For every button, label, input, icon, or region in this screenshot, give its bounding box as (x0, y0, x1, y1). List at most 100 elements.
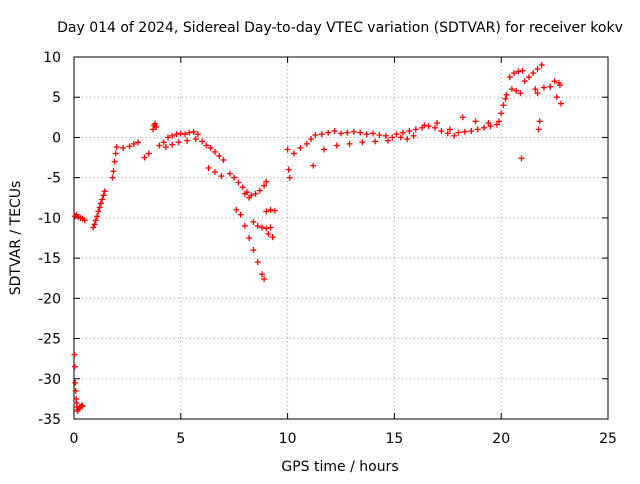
data-point (145, 150, 152, 157)
data-point (226, 170, 233, 177)
data-point (344, 129, 351, 136)
data-point (130, 140, 137, 147)
data-point (182, 131, 189, 138)
data-point (216, 152, 223, 159)
plot-area-frame (73, 56, 609, 420)
data-point (233, 206, 240, 213)
data-point (556, 82, 563, 89)
data-point (530, 70, 537, 77)
data-point (207, 144, 214, 151)
y-tick-label: -35 (38, 412, 61, 428)
data-point (535, 126, 542, 133)
data-point (325, 129, 332, 136)
data-point (558, 100, 565, 107)
data-point (370, 130, 377, 137)
data-point (389, 134, 396, 141)
data-point (199, 138, 206, 145)
data-point (461, 128, 468, 135)
data-point (79, 403, 86, 410)
data-point (485, 119, 492, 126)
y-tick-label: 0 (52, 130, 61, 146)
data-point (235, 179, 242, 186)
data-point (431, 124, 438, 131)
data-point (152, 120, 159, 127)
data-point (250, 247, 257, 254)
data-point (291, 150, 298, 157)
data-point (521, 78, 528, 85)
data-point (518, 155, 525, 162)
data-point (410, 132, 417, 139)
y-axis-tick-labels: -35 -30 -25 -20 -15 -10 -5 0 5 10 (38, 50, 61, 428)
data-point (261, 182, 268, 189)
data-point (99, 196, 106, 203)
data-point (468, 128, 475, 135)
grid-lines (74, 57, 608, 419)
data-point (532, 86, 539, 93)
data-point (78, 402, 85, 409)
data-point (536, 118, 543, 125)
x-tick-label: 20 (492, 431, 510, 447)
data-point (320, 146, 327, 153)
data-point (517, 90, 524, 97)
data-point (250, 218, 257, 225)
data-point (318, 131, 325, 138)
data-point (150, 126, 157, 133)
data-point (95, 208, 102, 215)
data-point (220, 156, 227, 163)
data-point (184, 137, 191, 144)
data-point (397, 134, 404, 141)
data-point (91, 221, 98, 228)
x-tick-label: 25 (599, 431, 617, 447)
data-point (303, 140, 310, 147)
data-point (455, 129, 462, 136)
data-point (534, 66, 541, 73)
data-point (346, 140, 353, 147)
data-point (333, 142, 340, 149)
data-point (254, 222, 261, 229)
x-tick-label: 0 (70, 431, 79, 447)
x-axis-label: GPS time / hours (281, 459, 398, 475)
data-point (297, 144, 304, 151)
data-point (446, 126, 453, 133)
data-point (310, 162, 317, 169)
data-point (412, 126, 419, 133)
data-point (156, 142, 163, 149)
y-tick-label: -25 (38, 332, 61, 348)
data-point (267, 224, 274, 231)
data-point (459, 114, 466, 121)
y-tick-label: 10 (43, 50, 61, 66)
data-point (72, 379, 79, 386)
data-point (113, 144, 120, 151)
x-tick-label: 10 (279, 431, 297, 447)
data-point (71, 351, 78, 358)
data-point (252, 190, 259, 197)
data-point (265, 230, 272, 237)
data-point (393, 131, 400, 138)
data-point (547, 83, 554, 90)
data-point (515, 68, 522, 75)
data-point (94, 213, 101, 220)
data-point (81, 217, 88, 224)
data-point (382, 132, 389, 139)
data-point (359, 139, 366, 146)
data-point (472, 118, 479, 125)
data-point (109, 174, 116, 181)
data-point (525, 74, 532, 81)
data-point (169, 141, 176, 148)
data-point (246, 235, 253, 241)
data-point (101, 188, 108, 195)
data-point (267, 206, 274, 213)
data-point (175, 139, 182, 146)
data-point (261, 276, 268, 283)
data-point (173, 131, 180, 138)
data-point (162, 144, 169, 151)
data-point (177, 130, 184, 137)
y-axis-label: SDTVAR / TECUs (8, 181, 24, 296)
data-point (425, 123, 432, 130)
y-tick-label: -30 (38, 372, 61, 388)
data-point (96, 204, 103, 211)
data-point (100, 192, 107, 199)
data-point (92, 217, 99, 224)
